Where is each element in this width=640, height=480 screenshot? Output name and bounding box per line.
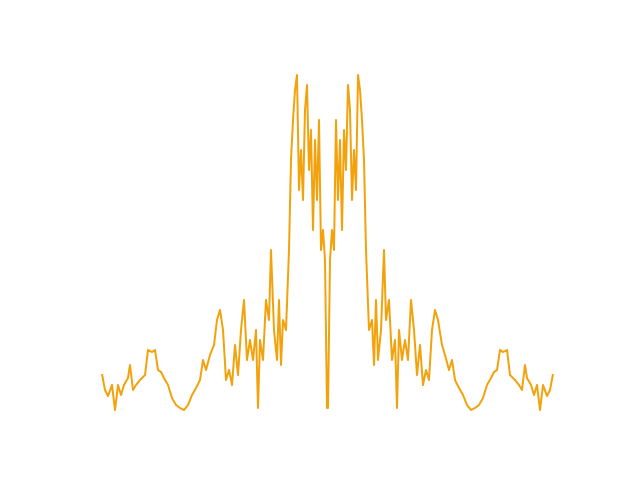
data-line [101, 74, 554, 411]
